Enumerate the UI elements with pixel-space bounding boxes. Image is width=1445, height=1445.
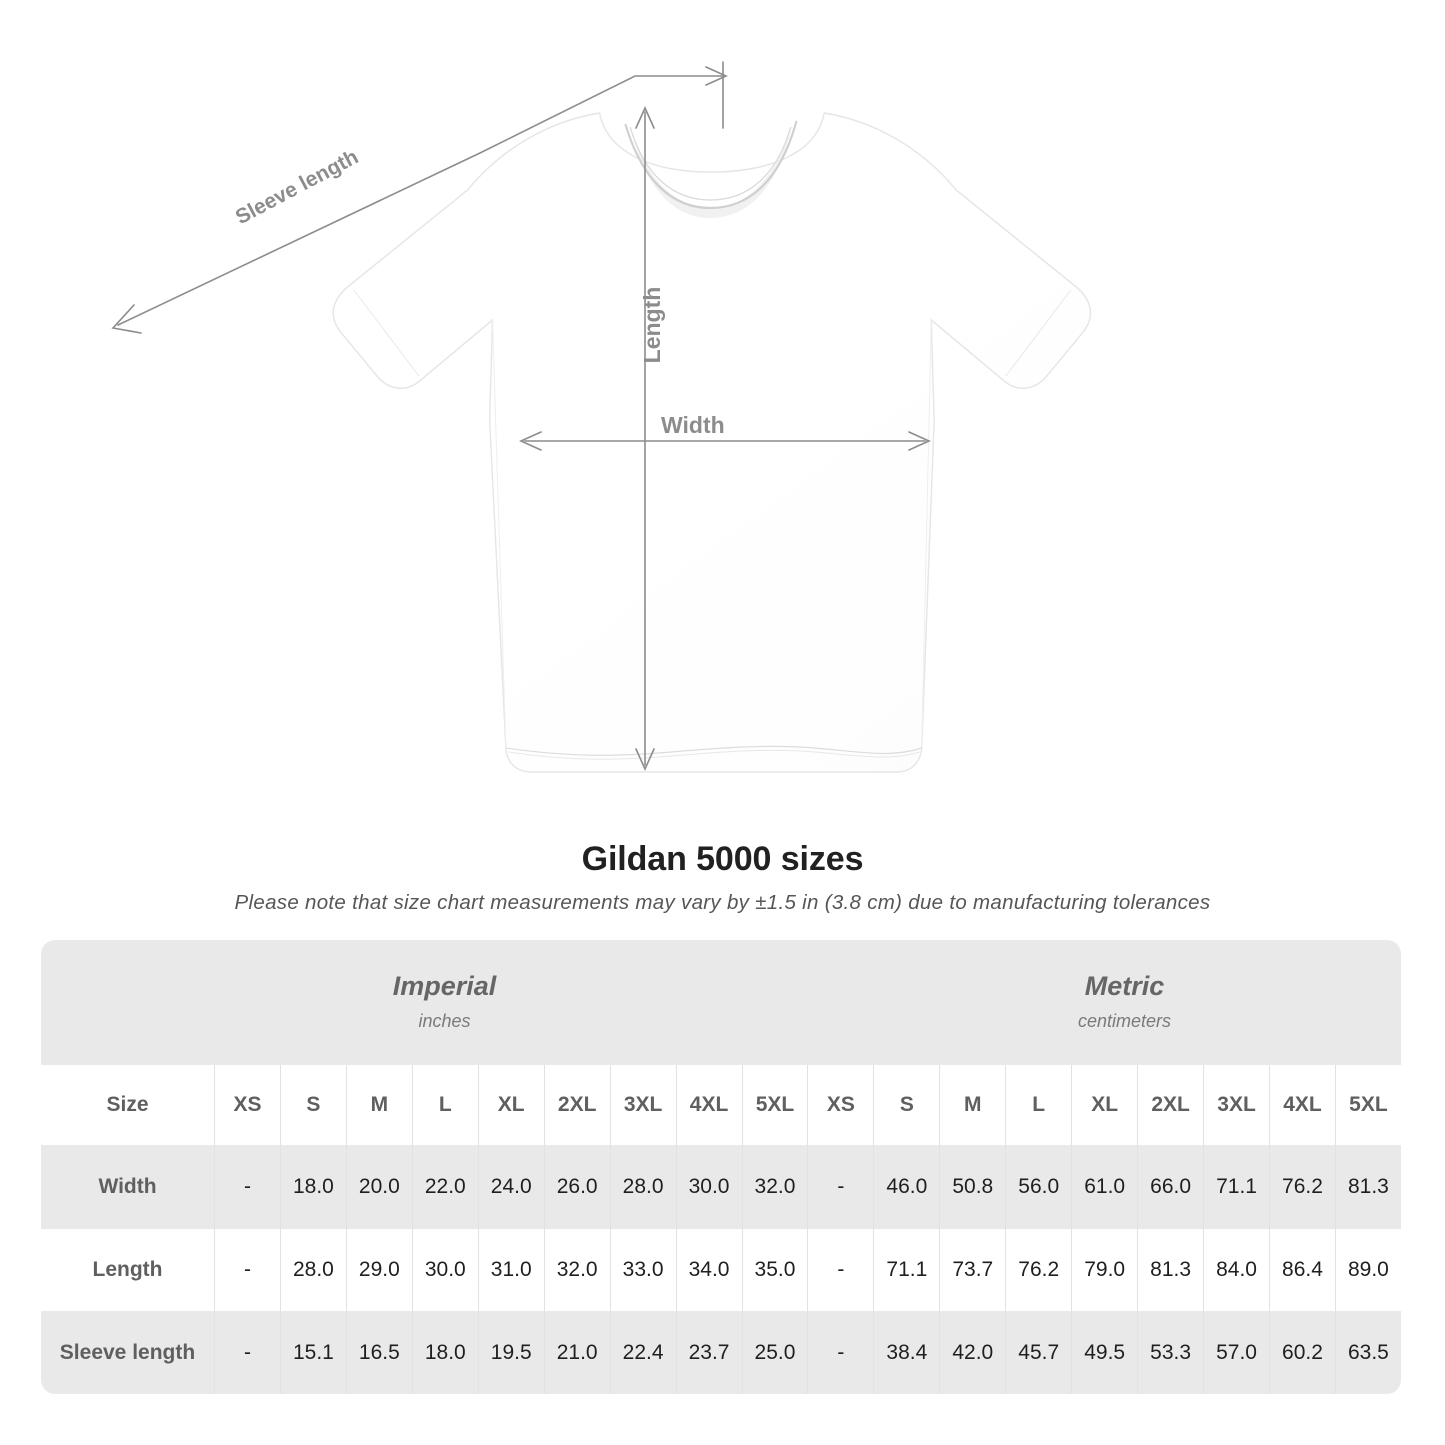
svg-text:Sleeve length: Sleeve length (232, 145, 362, 229)
svg-text:Length: Length (639, 287, 665, 364)
svg-text:Width: Width (661, 412, 725, 438)
